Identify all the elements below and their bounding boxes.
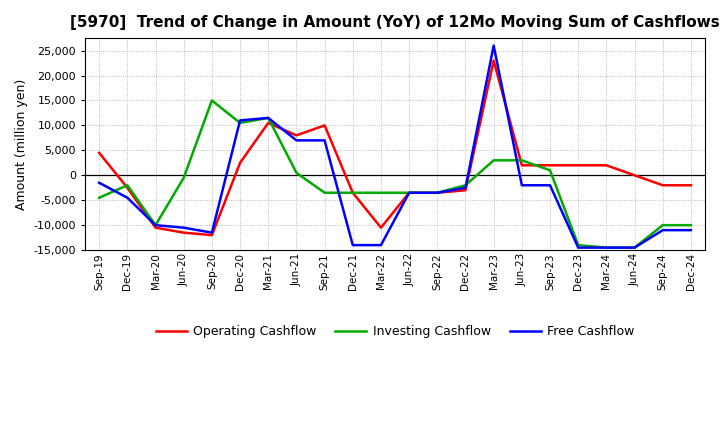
Investing Cashflow (320, 190, 329, 195)
Free Cashflow (602, 245, 611, 250)
Operating Cashflow (630, 172, 639, 178)
Free Cashflow (658, 227, 667, 233)
Investing Cashflow (123, 183, 132, 188)
Line: Free Cashflow: Free Cashflow (99, 46, 691, 248)
Investing Cashflow (658, 223, 667, 228)
Operating Cashflow (207, 232, 216, 238)
Investing Cashflow (462, 183, 470, 188)
Investing Cashflow (207, 98, 216, 103)
Operating Cashflow (490, 58, 498, 63)
Operating Cashflow (602, 163, 611, 168)
Investing Cashflow (490, 158, 498, 163)
Free Cashflow (630, 245, 639, 250)
Investing Cashflow (179, 175, 188, 180)
Investing Cashflow (151, 223, 160, 228)
Investing Cashflow (377, 190, 385, 195)
Investing Cashflow (264, 115, 273, 121)
Line: Investing Cashflow: Investing Cashflow (99, 100, 691, 248)
Free Cashflow (207, 230, 216, 235)
Investing Cashflow (95, 195, 104, 200)
Free Cashflow (320, 138, 329, 143)
Operating Cashflow (320, 123, 329, 128)
Operating Cashflow (123, 185, 132, 191)
Investing Cashflow (235, 120, 244, 125)
Operating Cashflow (433, 190, 441, 195)
Free Cashflow (518, 183, 526, 188)
Operating Cashflow (235, 160, 244, 165)
Free Cashflow (405, 190, 413, 195)
Operating Cashflow (546, 163, 554, 168)
Investing Cashflow (630, 245, 639, 250)
Free Cashflow (123, 195, 132, 200)
Operating Cashflow (264, 120, 273, 125)
Free Cashflow (95, 180, 104, 185)
Free Cashflow (462, 185, 470, 191)
Investing Cashflow (602, 245, 611, 250)
Free Cashflow (151, 223, 160, 228)
Operating Cashflow (658, 183, 667, 188)
Title: [5970]  Trend of Change in Amount (YoY) of 12Mo Moving Sum of Cashflows: [5970] Trend of Change in Amount (YoY) o… (70, 15, 720, 30)
Free Cashflow (377, 242, 385, 248)
Y-axis label: Amount (million yen): Amount (million yen) (15, 78, 28, 210)
Investing Cashflow (546, 168, 554, 173)
Investing Cashflow (518, 158, 526, 163)
Investing Cashflow (292, 170, 301, 176)
Investing Cashflow (348, 190, 357, 195)
Free Cashflow (490, 43, 498, 48)
Operating Cashflow (687, 183, 696, 188)
Free Cashflow (235, 118, 244, 123)
Legend: Operating Cashflow, Investing Cashflow, Free Cashflow: Operating Cashflow, Investing Cashflow, … (150, 320, 639, 343)
Operating Cashflow (348, 190, 357, 195)
Investing Cashflow (433, 190, 441, 195)
Operating Cashflow (574, 163, 582, 168)
Free Cashflow (179, 225, 188, 230)
Free Cashflow (292, 138, 301, 143)
Free Cashflow (264, 115, 273, 121)
Operating Cashflow (377, 225, 385, 230)
Free Cashflow (348, 242, 357, 248)
Operating Cashflow (292, 133, 301, 138)
Operating Cashflow (518, 163, 526, 168)
Line: Operating Cashflow: Operating Cashflow (99, 61, 691, 235)
Operating Cashflow (95, 150, 104, 155)
Operating Cashflow (151, 225, 160, 230)
Free Cashflow (433, 190, 441, 195)
Free Cashflow (574, 245, 582, 250)
Free Cashflow (687, 227, 696, 233)
Free Cashflow (546, 183, 554, 188)
Investing Cashflow (687, 223, 696, 228)
Investing Cashflow (405, 190, 413, 195)
Operating Cashflow (462, 187, 470, 193)
Operating Cashflow (405, 190, 413, 195)
Investing Cashflow (574, 242, 582, 248)
Operating Cashflow (179, 230, 188, 235)
